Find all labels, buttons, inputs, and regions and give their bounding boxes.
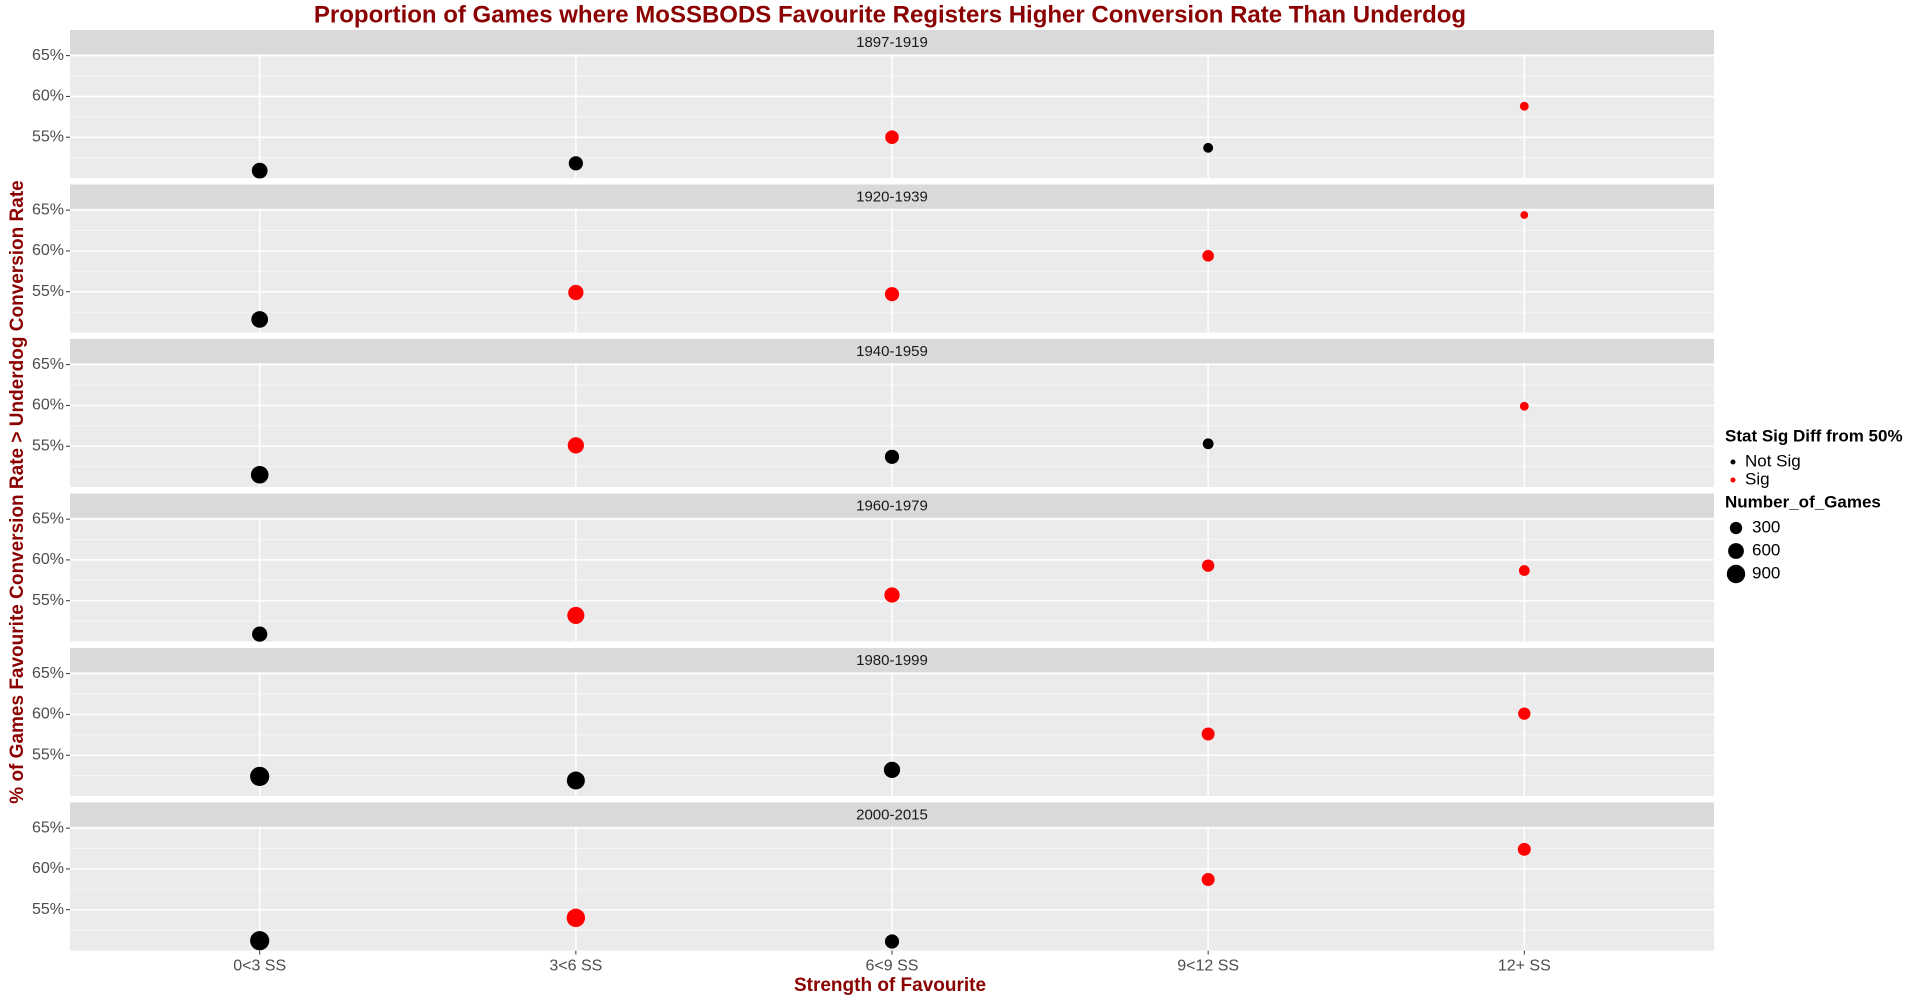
y-tick-label: 60% bbox=[32, 860, 64, 877]
y-tick-label: 60% bbox=[32, 706, 64, 723]
strip-label: 1897-1919 bbox=[856, 34, 928, 51]
point bbox=[250, 465, 269, 484]
strip-label: 1960-1979 bbox=[856, 497, 928, 514]
strip bbox=[70, 339, 1714, 363]
point bbox=[250, 931, 270, 951]
strip-label: 1940-1959 bbox=[856, 343, 928, 360]
point bbox=[1202, 438, 1214, 450]
y-tick-label: 55% bbox=[32, 901, 64, 918]
x-tick-label: 0<3 SS bbox=[233, 958, 286, 975]
y-tick-label: 65% bbox=[32, 819, 64, 836]
point bbox=[567, 437, 584, 454]
y-tick-label: 55% bbox=[32, 592, 64, 609]
legend-label: 300 bbox=[1752, 517, 1780, 536]
legend-key bbox=[1729, 521, 1743, 535]
legend-key bbox=[1726, 564, 1746, 584]
point bbox=[1518, 707, 1531, 720]
point bbox=[884, 934, 900, 949]
x-tick-label: 12+ SS bbox=[1498, 958, 1551, 975]
point bbox=[1520, 211, 1529, 219]
point bbox=[1201, 727, 1215, 741]
point bbox=[1519, 101, 1529, 111]
strip bbox=[70, 30, 1714, 54]
y-tick-label: 65% bbox=[32, 47, 64, 64]
point bbox=[250, 766, 270, 787]
y-tick-label: 55% bbox=[32, 128, 64, 145]
y-tick-label: 60% bbox=[32, 397, 64, 414]
strip bbox=[70, 493, 1714, 518]
point bbox=[1203, 142, 1214, 153]
x-tick-label: 9<12 SS bbox=[1177, 958, 1239, 975]
legend-label: Sig bbox=[1745, 469, 1770, 488]
point bbox=[567, 606, 585, 624]
point bbox=[1517, 842, 1531, 856]
chart-title: Proportion of Games where MoSSBODS Favou… bbox=[314, 1, 1466, 28]
point bbox=[568, 156, 583, 171]
legend-label: 900 bbox=[1752, 563, 1780, 582]
point bbox=[883, 761, 901, 779]
legend-title: Number_of_Games bbox=[1725, 492, 1881, 511]
strip bbox=[70, 648, 1714, 672]
y-tick-label: 55% bbox=[32, 437, 64, 454]
point bbox=[1201, 559, 1215, 572]
point bbox=[885, 130, 899, 145]
y-tick-label: 60% bbox=[32, 242, 64, 259]
strip bbox=[70, 184, 1714, 209]
point bbox=[884, 287, 900, 302]
y-tick-label: 65% bbox=[32, 201, 64, 218]
y-tick-label: 55% bbox=[32, 746, 64, 763]
point bbox=[252, 626, 268, 642]
legend-label: Not Sig bbox=[1745, 451, 1801, 470]
point bbox=[1201, 873, 1215, 887]
point bbox=[566, 771, 585, 790]
legend-title: Stat Sig Diff from 50% bbox=[1725, 426, 1903, 445]
strip-label: 1980-1999 bbox=[856, 652, 928, 669]
point bbox=[251, 162, 268, 179]
y-tick-label: 60% bbox=[32, 88, 64, 105]
x-tick-label: 6<9 SS bbox=[866, 958, 919, 975]
point bbox=[1519, 401, 1529, 411]
y-axis-title: % of Games Favourite Conversion Rate > U… bbox=[7, 180, 28, 803]
y-tick-label: 60% bbox=[32, 551, 64, 568]
point bbox=[251, 311, 269, 328]
legend-key bbox=[1728, 543, 1744, 559]
x-axis-title: Strength of Favourite bbox=[794, 975, 986, 996]
point bbox=[1202, 250, 1214, 262]
y-tick-label: 65% bbox=[32, 510, 64, 527]
legend-key bbox=[1730, 459, 1736, 465]
strip-label: 2000-2015 bbox=[856, 806, 928, 823]
point bbox=[1518, 565, 1530, 576]
point bbox=[566, 908, 586, 928]
legend-key bbox=[1730, 477, 1736, 483]
strip bbox=[70, 802, 1714, 827]
y-tick-label: 65% bbox=[32, 356, 64, 373]
x-tick-label: 3<6 SS bbox=[549, 958, 602, 975]
strip-label: 1920-1939 bbox=[856, 188, 928, 205]
point bbox=[884, 587, 900, 603]
y-tick-label: 65% bbox=[32, 665, 64, 682]
y-tick-label: 55% bbox=[32, 283, 64, 300]
legend-label: 600 bbox=[1752, 540, 1780, 559]
point bbox=[568, 284, 584, 301]
point bbox=[884, 449, 900, 464]
